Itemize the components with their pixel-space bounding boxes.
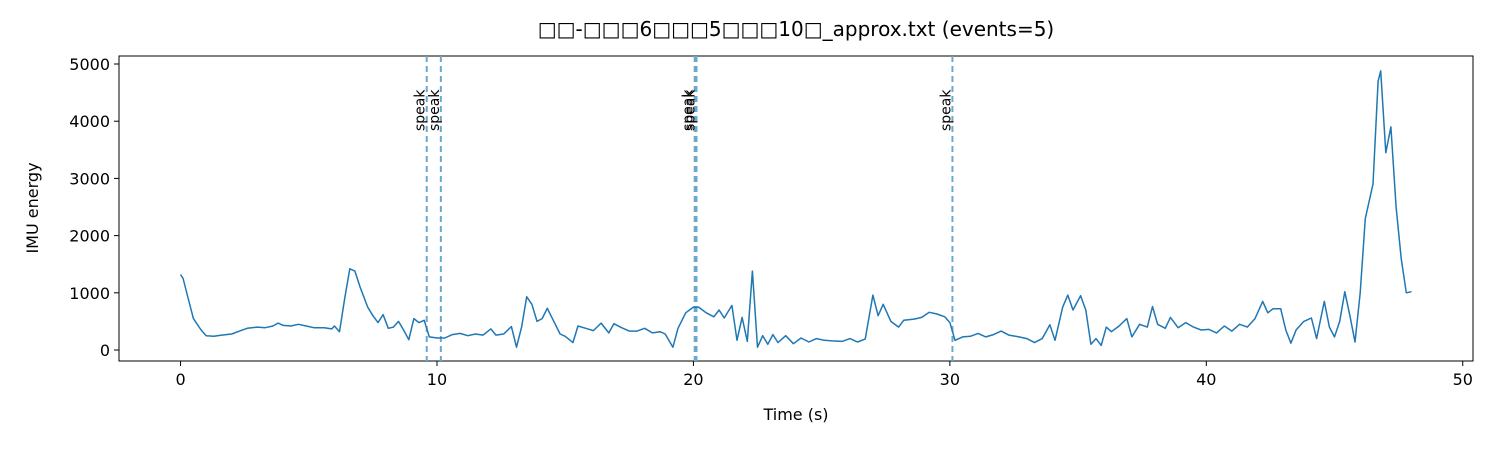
y-axis-label: IMU energy (23, 162, 42, 253)
y-tick-label: 5000 (69, 55, 110, 74)
x-tick-label: 20 (683, 370, 703, 389)
x-tick-label: 50 (1453, 370, 1473, 389)
y-tick-label: 2000 (69, 227, 110, 246)
x-tick-label: 40 (1196, 370, 1216, 389)
event-label: speak (681, 89, 697, 131)
event-label: speak (683, 89, 699, 131)
plot-frame (118, 55, 1474, 362)
x-tick-label: 0 (175, 370, 185, 389)
y-tick-label: 1000 (69, 284, 110, 303)
y-tick-label: 4000 (69, 112, 110, 131)
event-label: speak (427, 89, 443, 131)
x-axis-label: Time (s) (762, 405, 828, 424)
event-label: speak (413, 89, 429, 131)
y-tick-label: 0 (100, 341, 110, 360)
event-label: speak (938, 89, 954, 131)
x-tick-label: 10 (427, 370, 447, 389)
chart-title: □□-□□□6□□□5□□□10□_approx.txt (events=5) (538, 17, 1054, 41)
y-tick-label: 3000 (69, 169, 110, 188)
data-line (179, 70, 1412, 348)
x-tick-label: 30 (940, 370, 960, 389)
